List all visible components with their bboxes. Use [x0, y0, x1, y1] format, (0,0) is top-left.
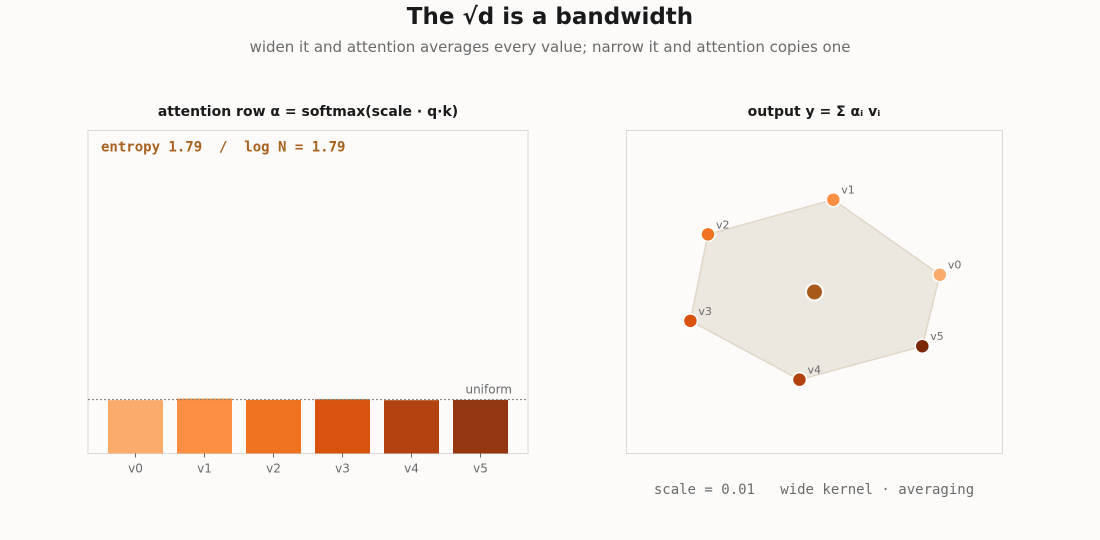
value-point-v4 [791, 371, 808, 388]
bar-v4 [384, 400, 439, 454]
value-label-v4: v4 [807, 364, 821, 377]
figure-title: The √d is a bandwidth [406, 4, 694, 30]
value-points: v0 v1 v2 v3 v4 v5 [682, 184, 962, 388]
entropy-annotation: entropy 1.79 / log N = 1.79 [101, 140, 345, 156]
x-tick-label-v3: v3 [335, 462, 350, 476]
value-point-v1 [825, 191, 842, 208]
value-label-v3: v3 [698, 305, 712, 318]
bar-v3 [315, 399, 370, 454]
x-tick-label-v5: v5 [473, 462, 488, 476]
output-chart-title: output y = Σ αᵢ vᵢ [747, 104, 881, 120]
x-tick-label-v0: v0 [128, 462, 143, 476]
bar-v2 [246, 399, 301, 454]
value-label-v0: v0 [948, 259, 962, 272]
scale-caption: scale = 0.01 wide kernel · averaging [653, 482, 975, 498]
value-point-v3 [682, 313, 699, 329]
figure-subtitle: widen it and attention averages every va… [249, 38, 851, 56]
bar-v1 [177, 398, 232, 454]
uniform-label: uniform [465, 383, 512, 397]
x-tick-label-v4: v4 [404, 462, 419, 476]
attention-chart-title: attention row α = softmax(scale · q·k) [157, 104, 459, 120]
x-tick-label-v2: v2 [266, 462, 281, 476]
value-label-v5: v5 [930, 330, 944, 343]
value-point-v0 [932, 266, 948, 283]
value-point-v2 [700, 226, 716, 243]
value-point-v5 [914, 338, 931, 354]
value-label-v2: v2 [716, 218, 730, 231]
bar-v0 [108, 400, 163, 454]
output-point [805, 282, 824, 302]
attention-x-ticks: v0 v1 v2 v3 v4 v5 [128, 453, 488, 476]
x-tick-label-v1: v1 [197, 462, 212, 476]
value-label-v1: v1 [841, 184, 855, 197]
bar-v5 [453, 399, 508, 454]
attention-bars [108, 398, 508, 454]
